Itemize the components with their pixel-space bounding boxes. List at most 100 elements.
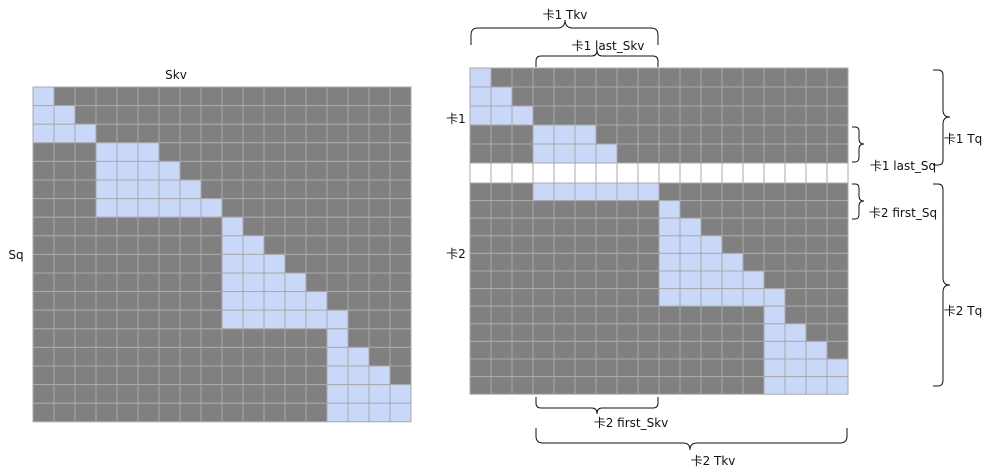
attended-cell bbox=[326, 346, 349, 367]
masked-cell bbox=[721, 86, 744, 107]
masked-cell bbox=[742, 252, 765, 272]
attended-cell bbox=[742, 288, 765, 307]
masked-cell bbox=[179, 216, 202, 237]
masked-cell bbox=[179, 235, 202, 255]
masked-cell bbox=[637, 340, 660, 360]
masked-cell bbox=[826, 270, 849, 290]
masked-cell bbox=[179, 142, 202, 162]
masked-cell bbox=[721, 124, 744, 145]
masked-cell bbox=[221, 198, 244, 218]
masked-cell bbox=[74, 365, 97, 386]
masked-cell bbox=[679, 305, 702, 325]
masked-cell bbox=[574, 358, 597, 378]
masked-cell bbox=[826, 143, 849, 164]
masked-cell bbox=[368, 272, 391, 293]
masked-cell bbox=[469, 124, 492, 145]
attended-cell bbox=[326, 402, 349, 423]
attended-cell bbox=[469, 105, 492, 126]
attended-cell bbox=[221, 272, 244, 293]
attended-cell bbox=[74, 123, 97, 144]
masked-cell bbox=[553, 358, 576, 378]
attended-cell bbox=[700, 288, 723, 307]
masked-cell bbox=[616, 358, 639, 378]
masked-cell bbox=[158, 328, 181, 348]
masked-cell bbox=[263, 365, 286, 386]
masked-cell bbox=[511, 358, 534, 378]
masked-cell bbox=[763, 124, 786, 145]
masked-cell bbox=[137, 105, 160, 125]
masked-cell bbox=[95, 384, 118, 404]
masked-cell bbox=[284, 198, 307, 218]
attended-cell bbox=[242, 253, 265, 274]
masked-cell bbox=[574, 270, 597, 290]
masked-cell bbox=[616, 124, 639, 145]
masked-cell bbox=[116, 402, 139, 423]
masked-cell bbox=[116, 346, 139, 367]
masked-cell bbox=[679, 340, 702, 360]
masked-cell bbox=[469, 200, 492, 219]
card2-tkv-brace bbox=[535, 428, 848, 451]
attended-cell bbox=[368, 365, 391, 386]
masked-cell bbox=[95, 105, 118, 125]
separator-cell bbox=[574, 162, 597, 184]
masked-cell bbox=[658, 182, 681, 202]
attended-cell bbox=[32, 123, 55, 144]
masked-cell bbox=[116, 272, 139, 293]
masked-cell bbox=[242, 105, 265, 125]
masked-cell bbox=[116, 86, 139, 107]
masked-cell bbox=[700, 105, 723, 126]
masked-cell bbox=[284, 216, 307, 237]
masked-cell bbox=[574, 323, 597, 342]
masked-cell bbox=[221, 346, 244, 367]
masked-cell bbox=[826, 124, 849, 145]
masked-cell bbox=[179, 123, 202, 144]
attended-cell bbox=[700, 270, 723, 290]
masked-cell bbox=[221, 402, 244, 423]
masked-cell bbox=[553, 340, 576, 360]
masked-cell bbox=[368, 160, 391, 181]
attended-cell bbox=[326, 328, 349, 348]
masked-cell bbox=[616, 323, 639, 342]
masked-cell bbox=[553, 270, 576, 290]
masked-cell bbox=[32, 235, 55, 255]
masked-cell bbox=[32, 272, 55, 293]
masked-cell bbox=[700, 86, 723, 107]
masked-cell bbox=[32, 384, 55, 404]
attended-cell bbox=[595, 182, 618, 202]
masked-cell bbox=[263, 105, 286, 125]
masked-cell bbox=[326, 198, 349, 218]
masked-cell bbox=[763, 86, 786, 107]
masked-cell bbox=[95, 216, 118, 237]
masked-cell bbox=[263, 198, 286, 218]
masked-cell bbox=[137, 272, 160, 293]
masked-cell bbox=[242, 328, 265, 348]
masked-cell bbox=[158, 253, 181, 274]
masked-cell bbox=[532, 323, 555, 342]
masked-cell bbox=[469, 270, 492, 290]
attended-cell bbox=[469, 86, 492, 107]
masked-cell bbox=[805, 323, 828, 342]
masked-cell bbox=[263, 216, 286, 237]
masked-cell bbox=[658, 323, 681, 342]
masked-cell bbox=[574, 200, 597, 219]
masked-cell bbox=[637, 124, 660, 145]
masked-cell bbox=[53, 384, 76, 404]
masked-cell bbox=[368, 142, 391, 162]
attended-cell bbox=[784, 323, 807, 342]
skv-label: Skv bbox=[165, 68, 187, 82]
masked-cell bbox=[574, 235, 597, 254]
attended-cell bbox=[116, 160, 139, 181]
attended-cell bbox=[242, 309, 265, 330]
card1-last-sq-brace bbox=[852, 126, 865, 163]
masked-cell bbox=[179, 346, 202, 367]
masked-cell bbox=[368, 105, 391, 125]
attended-cell bbox=[95, 198, 118, 218]
masked-cell bbox=[595, 217, 618, 237]
masked-cell bbox=[805, 67, 828, 88]
left-full-mask-grid bbox=[32, 86, 412, 423]
masked-cell bbox=[679, 105, 702, 126]
masked-cell bbox=[742, 143, 765, 164]
masked-cell bbox=[242, 179, 265, 200]
masked-cell bbox=[763, 105, 786, 126]
masked-cell bbox=[347, 86, 370, 107]
